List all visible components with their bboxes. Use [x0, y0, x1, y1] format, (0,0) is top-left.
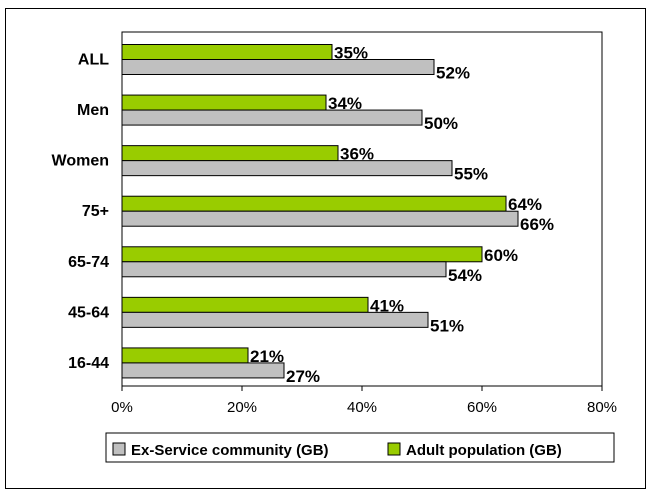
category-label-men: Men: [77, 102, 109, 119]
bar-adult-population-gb-75: [121, 195, 507, 212]
x-tick-label-2: 40%: [347, 399, 377, 416]
bar-ex-service-community-gb-45-64: [121, 311, 429, 328]
category-labels: ALL Men Women 75+ 65-74 45-64 16-44: [52, 52, 110, 372]
data-label-ex-service-community-gb-all: 52%: [436, 64, 470, 83]
data-label-ex-service-community-gb-men: 50%: [424, 114, 458, 133]
bar-ex-service-community-gb-65-74: [121, 261, 447, 278]
bar-adult-population-gb-men: [121, 94, 327, 111]
bar-adult-population-gb-65-74: [121, 246, 483, 263]
bar-adult-population-gb-all: [121, 44, 333, 60]
data-label-adult-population-gb-65-74: 60%: [484, 246, 518, 265]
data-label-adult-population-gb-men: 34%: [328, 94, 362, 113]
data-label-ex-service-community-gb-65-74: 54%: [448, 266, 482, 285]
bar-ex-service-community-gb-all: [121, 59, 435, 75]
bar-adult-population-gb-45-64: [121, 296, 369, 313]
bar-ex-service-community-gb-women: [121, 160, 453, 177]
x-tick-label-3: 60%: [467, 399, 497, 416]
category-label-all: ALL: [78, 52, 109, 69]
data-label-adult-population-gb-75: 64%: [508, 195, 542, 214]
legend-label-adult: Adult population (GB): [406, 442, 562, 459]
legend-swatch-ex-service: [112, 442, 126, 456]
data-label-adult-population-gb-all: 35%: [334, 44, 368, 63]
data-label-ex-service-community-gb-16-44: 27%: [286, 367, 320, 386]
bar-ex-service-community-gb-men: [121, 109, 423, 126]
bar-adult-population-gb-16-44: [121, 347, 249, 364]
category-label-16-44: 16-44: [68, 355, 109, 372]
data-labels: 35% 52% 34% 50% 36% 55% 64%66%60%54% 41% 51% 21%2…: [250, 44, 554, 386]
legend: Ex-Service community (GB) Adult populati…: [105, 432, 615, 463]
bar-ex-service-community-gb-75: [121, 210, 519, 227]
x-tick-label-0: 0%: [111, 399, 133, 416]
category-label-women: Women: [52, 153, 109, 170]
legend-swatch-adult: [387, 442, 401, 456]
legend-label-ex-service: Ex-Service community (GB): [131, 442, 329, 459]
category-label-45-64: 45-64: [68, 304, 109, 321]
data-label-adult-population-gb-45-64: 41%: [370, 296, 404, 315]
chart-frame: [5, 8, 646, 489]
x-tick-label-1: 20%: [227, 399, 257, 416]
bars-group: [121, 44, 519, 379]
data-label-adult-population-gb-16-44: 21%: [250, 347, 284, 366]
category-label-65-74: 65-74: [68, 254, 109, 271]
bar-adult-population-gb-women: [121, 145, 339, 162]
category-label-75: 75+: [82, 203, 109, 220]
bar-ex-service-community-gb-16-44: [121, 362, 285, 379]
x-axis: 0% 20% 40% 60% 80%: [111, 386, 617, 416]
x-tick-label-4: 80%: [587, 399, 617, 416]
legend-box: [105, 432, 615, 463]
data-label-ex-service-community-gb-45-64: 51%: [430, 316, 464, 335]
data-label-ex-service-community-gb-women: 55%: [454, 165, 488, 184]
data-label-adult-population-gb-women: 36%: [340, 145, 374, 164]
data-label-ex-service-community-gb-75: 66%: [520, 215, 554, 234]
